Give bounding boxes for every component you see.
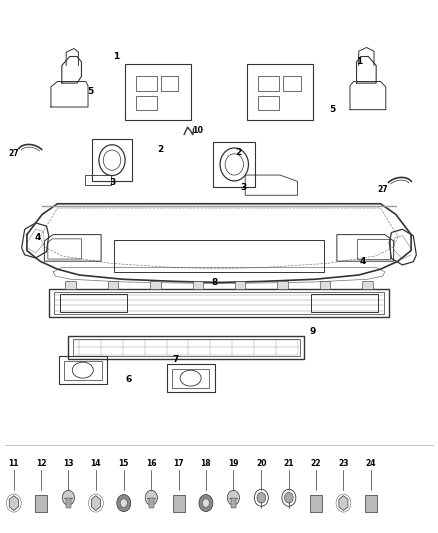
- Circle shape: [62, 490, 74, 505]
- Polygon shape: [108, 281, 118, 289]
- Circle shape: [285, 492, 293, 503]
- Text: 4: 4: [35, 233, 41, 242]
- Text: 2: 2: [157, 145, 163, 154]
- Text: 11: 11: [9, 459, 19, 467]
- Text: 21: 21: [284, 459, 294, 467]
- Text: 10: 10: [192, 126, 203, 135]
- Polygon shape: [173, 495, 185, 512]
- Text: 27: 27: [378, 185, 388, 194]
- Text: 1: 1: [113, 52, 120, 61]
- Circle shape: [176, 499, 182, 507]
- Circle shape: [254, 489, 268, 506]
- Text: 7: 7: [172, 355, 179, 364]
- Text: 3: 3: [109, 178, 115, 187]
- Polygon shape: [362, 281, 373, 289]
- Text: 5: 5: [329, 105, 336, 114]
- Text: 8: 8: [212, 278, 218, 287]
- Polygon shape: [339, 496, 348, 511]
- Polygon shape: [35, 495, 47, 512]
- Circle shape: [199, 495, 213, 512]
- Circle shape: [368, 499, 374, 507]
- Text: 3: 3: [240, 183, 246, 192]
- Circle shape: [38, 499, 44, 507]
- Circle shape: [282, 489, 296, 506]
- Polygon shape: [277, 281, 288, 289]
- Circle shape: [117, 495, 131, 512]
- Text: 15: 15: [119, 459, 129, 467]
- Polygon shape: [9, 496, 18, 511]
- Circle shape: [227, 490, 240, 505]
- Text: 9: 9: [310, 327, 316, 336]
- Polygon shape: [66, 498, 71, 508]
- Text: 4: 4: [360, 257, 366, 265]
- Text: 1: 1: [356, 58, 362, 66]
- Text: 27: 27: [8, 149, 19, 158]
- Circle shape: [202, 499, 209, 507]
- Text: 23: 23: [338, 459, 349, 467]
- Text: 13: 13: [63, 459, 74, 467]
- Polygon shape: [231, 498, 236, 508]
- Text: 22: 22: [311, 459, 321, 467]
- Text: 12: 12: [36, 459, 46, 467]
- Text: 20: 20: [256, 459, 267, 467]
- Polygon shape: [65, 281, 76, 289]
- Circle shape: [257, 492, 266, 503]
- Polygon shape: [150, 281, 161, 289]
- Polygon shape: [365, 495, 377, 512]
- Polygon shape: [92, 496, 100, 511]
- Polygon shape: [235, 281, 245, 289]
- Text: 14: 14: [91, 459, 101, 467]
- Text: 17: 17: [173, 459, 184, 467]
- Polygon shape: [320, 281, 330, 289]
- Text: 18: 18: [201, 459, 211, 467]
- Text: 24: 24: [366, 459, 376, 467]
- Text: 5: 5: [87, 86, 93, 95]
- Circle shape: [120, 499, 127, 507]
- Text: 2: 2: [236, 148, 242, 157]
- Polygon shape: [310, 495, 322, 512]
- Polygon shape: [193, 281, 203, 289]
- Circle shape: [313, 499, 319, 507]
- Text: 19: 19: [228, 459, 239, 467]
- Circle shape: [145, 490, 157, 505]
- Text: 16: 16: [146, 459, 156, 467]
- Text: 6: 6: [125, 375, 131, 384]
- Polygon shape: [149, 498, 153, 508]
